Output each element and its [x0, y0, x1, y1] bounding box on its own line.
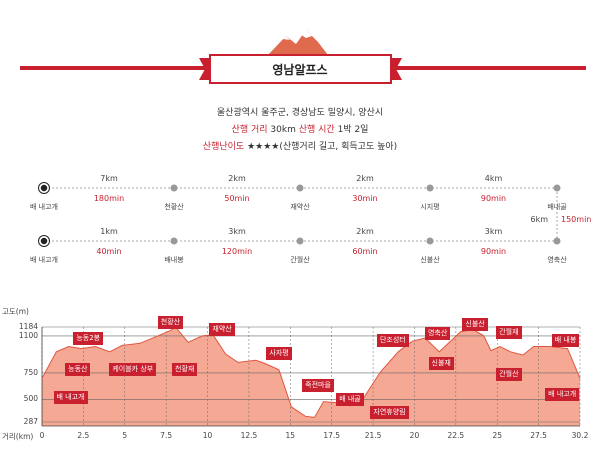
y-tick-label: 287: [23, 417, 38, 426]
elevation-annotation: 신불재: [428, 357, 454, 371]
elevation-annotation: 영축산: [424, 326, 451, 340]
title-ribbon: [199, 54, 402, 84]
elevation-annotation: 죽전마을: [302, 378, 334, 392]
elevation-annotation: 자연휴양림: [370, 405, 409, 419]
elevation-annotation: 천황산: [157, 316, 184, 330]
segment-time: 90min: [480, 247, 507, 256]
segment-distance: 1km: [100, 227, 118, 236]
route-stop-label: 재약산: [290, 203, 310, 211]
elevation-annotation: 간월산: [496, 368, 522, 382]
x-tick-label: 5: [122, 431, 128, 440]
route-stop-label: 배내봉: [164, 256, 184, 264]
header-banner: [20, 30, 586, 84]
segment-distance: 2km: [356, 227, 374, 236]
segment-distance: 3km: [484, 227, 503, 236]
distance-value: 30km: [270, 125, 296, 135]
elevation-annotation: 배 내봉: [551, 334, 580, 348]
segment-time: 60min: [352, 247, 378, 256]
x-tick-label: 2.5: [77, 431, 90, 440]
route-node: [426, 184, 434, 192]
elevation-annotation: 배 내고개: [53, 391, 88, 405]
x-tick-label: 0: [39, 431, 45, 440]
difficulty-line: 산행난이도 ★★★★(산행거리 길고, 획득고도 높아): [0, 139, 600, 152]
x-axis-label: 거리(km): [2, 432, 34, 441]
elevation-annotation: 재약산: [209, 323, 235, 336]
y-tick-label: 500: [23, 394, 38, 404]
distance-time-line: 산행 거리 30km 산행 시간 1박 2일: [0, 122, 600, 135]
route-stop-label: 배 내고개: [30, 256, 58, 264]
segment-distance: 2km: [228, 174, 246, 183]
elevation-annotation: 배 내고개: [545, 388, 580, 402]
segment-time: 90min: [480, 194, 507, 203]
region-text: 울산광역시 울주군, 경상남도 밀양시, 양산시: [216, 108, 384, 118]
y-tick-label: 1100: [18, 330, 38, 340]
route-diagram: [38, 182, 561, 247]
elevation-annotation: 단조성터: [376, 334, 409, 348]
route-stop-label: 배내골: [547, 203, 567, 211]
route-stop-label: 천황산: [164, 203, 184, 211]
connector-distance: 6km: [530, 215, 548, 224]
elevation-annotation: 능동산: [65, 362, 91, 376]
route-start-ring: [38, 235, 50, 247]
segment-time: 180min: [93, 194, 125, 203]
route-stop-label: 영축산: [547, 256, 567, 264]
x-tick-label: 22.5: [447, 431, 465, 440]
route-stop-label: 간월산: [290, 256, 310, 264]
elevation-chart: [41, 326, 581, 427]
x-tick-label: 7.5: [160, 431, 173, 440]
elevation-area: [42, 327, 580, 426]
elevation-annotation: 능동2봉: [73, 332, 104, 345]
x-tick-label: 30.2: [571, 431, 589, 440]
segment-distance: 7km: [100, 174, 118, 183]
x-tick-label: 20: [409, 431, 420, 440]
connector-time: 150min: [561, 215, 592, 224]
x-tick-label: 25: [492, 431, 502, 440]
page-title: 영남알프스: [272, 63, 328, 77]
route-stop-label: 배 내고개: [30, 203, 58, 211]
route-node: [170, 237, 178, 245]
elevation-annotation: 케이블카 상부: [109, 362, 157, 376]
difficulty-value: ★★★★(산행거리 길고, 획득고도 높아): [247, 142, 398, 152]
route-node: [553, 237, 561, 245]
segment-time: 40min: [96, 247, 122, 256]
y-tick-label: 1184: [18, 322, 38, 331]
x-tick-label: 12.5: [240, 431, 258, 440]
x-tick-label: 21.5: [364, 431, 382, 440]
route-stop-label: 시지평: [420, 203, 440, 211]
route-node: [39, 183, 49, 193]
time-label: 산행 시간: [298, 125, 335, 135]
x-tick-label: 17.5: [323, 431, 341, 440]
route-node: [39, 236, 49, 246]
segment-time: 30min: [352, 194, 378, 203]
y-axis-label: 고도(m): [2, 307, 29, 316]
segment-time: 50min: [224, 194, 250, 203]
elevation-annotation: 간월재: [496, 325, 522, 339]
x-tick-label: 15: [285, 431, 296, 440]
segment-distance: 3km: [228, 227, 246, 236]
elevation-annotation: 배 내골: [336, 393, 364, 407]
time-value: 1박 2일: [337, 125, 369, 135]
route-stop-label: 신불산: [420, 256, 440, 264]
elevation-annotation: 사자평: [266, 346, 292, 360]
segment-distance: 4km: [484, 174, 503, 183]
route-node: [553, 184, 561, 192]
y-tick-label: 750: [23, 367, 38, 377]
segment-time: 120min: [221, 247, 253, 256]
elevation-annotation: 신불산: [462, 317, 488, 331]
distance-label: 산행 거리: [231, 125, 268, 135]
x-tick-label: 27.5: [530, 431, 547, 440]
route-node: [426, 237, 434, 245]
route-node: [296, 184, 304, 192]
elevation-annotation: 천황재: [172, 362, 198, 376]
route-node: [170, 184, 178, 192]
mountain-logo-icon: [268, 30, 328, 55]
difficulty-label: 산행난이도: [202, 142, 245, 152]
route-start-ring: [38, 182, 50, 194]
x-tick-label: 10: [202, 431, 213, 440]
elevation-outline: [41, 326, 581, 418]
route-node: [296, 237, 304, 245]
segment-distance: 2km: [356, 174, 374, 183]
